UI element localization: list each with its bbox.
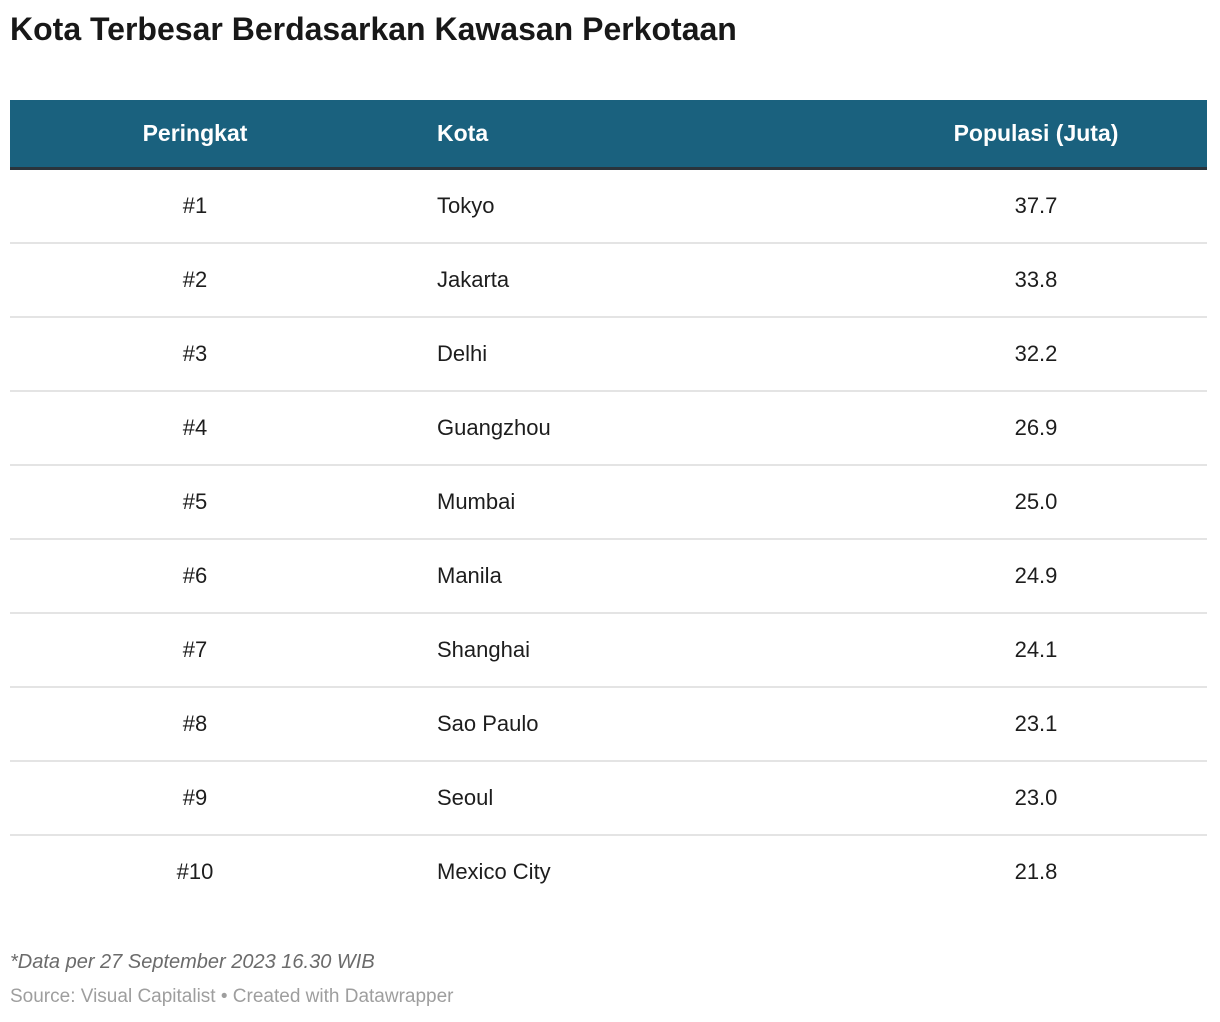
table-row: #1 Tokyo 37.7 bbox=[10, 169, 1207, 244]
table-row: #4 Guangzhou 26.9 bbox=[10, 390, 1207, 465]
population-cell: 23.1 bbox=[865, 686, 1207, 761]
rank-cell: #4 bbox=[10, 390, 380, 465]
rank-cell: #3 bbox=[10, 316, 380, 391]
city-cell: Tokyo bbox=[437, 193, 495, 218]
table-row: #7 Shanghai 24.1 bbox=[10, 612, 1207, 687]
table-row: #10 Mexico City 21.8 bbox=[10, 834, 1207, 908]
rank-cell: #6 bbox=[10, 538, 380, 613]
population-cell: 24.1 bbox=[865, 612, 1207, 687]
table-body: #1 Tokyo 37.7 #2 Jakarta 33.8 #3 Delhi 32.2 #4 Gua… bbox=[10, 169, 1207, 908]
source-line: Source: Visual Capitalist • Created with… bbox=[10, 986, 454, 1007]
city-cell: Sao Paulo bbox=[380, 686, 865, 761]
rank-cell: #8 bbox=[10, 686, 380, 761]
table-row: #5 Mumbai 25.0 bbox=[10, 464, 1207, 539]
population-cell: 26.9 bbox=[865, 390, 1207, 465]
column-header-peringkat: Peringkat bbox=[10, 100, 380, 170]
rank-cell: #10 bbox=[10, 834, 380, 908]
table-row: #8 Sao Paulo 23.1 bbox=[10, 686, 1207, 761]
rank-cell: #5 bbox=[10, 464, 380, 539]
header-row: Peringkat Kota Populasi (Juta) bbox=[10, 100, 1207, 170]
table-row: #2 Jakarta 33.8 bbox=[10, 242, 1207, 317]
population-cell: 32.2 bbox=[865, 316, 1207, 391]
footnote: *Data per 27 September 2023 16.30 WIB bbox=[10, 951, 375, 973]
city-cell: Jakarta bbox=[380, 242, 865, 317]
population-cell: 23.0 bbox=[865, 760, 1207, 835]
table-header: Peringkat Kota Populasi (Juta) bbox=[10, 100, 1207, 170]
column-header-kota: Kota bbox=[380, 100, 865, 170]
table-row: #6 Manila 24.9 bbox=[10, 538, 1207, 613]
chart-title: Kota Terbesar Berdasarkan Kawasan Perkot… bbox=[10, 11, 737, 47]
population-cell: 21.8 bbox=[865, 834, 1207, 908]
table-row: #9 Seoul 23.0 bbox=[10, 760, 1207, 835]
rank-cell: #2 bbox=[10, 242, 380, 317]
population-cell: 25.0 bbox=[865, 464, 1207, 539]
rank-cell: #1 bbox=[182, 193, 208, 218]
table-row: #3 Delhi 32.2 bbox=[10, 316, 1207, 391]
column-header-populasi: Populasi (Juta) bbox=[865, 100, 1207, 170]
rank-cell: #7 bbox=[10, 612, 380, 687]
city-cell: Mexico City bbox=[380, 834, 865, 908]
city-cell: Guangzhou bbox=[380, 390, 865, 465]
population-cell: 33.8 bbox=[865, 242, 1207, 317]
city-cell: Mumbai bbox=[380, 464, 865, 539]
city-cell: Delhi bbox=[380, 316, 865, 391]
city-cell: Manila bbox=[380, 538, 865, 613]
population-cell: 37.7 bbox=[1014, 193, 1058, 218]
population-cell: 24.9 bbox=[865, 538, 1207, 613]
rank-cell: #9 bbox=[10, 760, 380, 835]
city-cell: Shanghai bbox=[380, 612, 865, 687]
data-table: Peringkat Kota Populasi (Juta) #1 Tokyo 37… bbox=[10, 100, 1207, 908]
city-cell: Seoul bbox=[380, 760, 865, 835]
